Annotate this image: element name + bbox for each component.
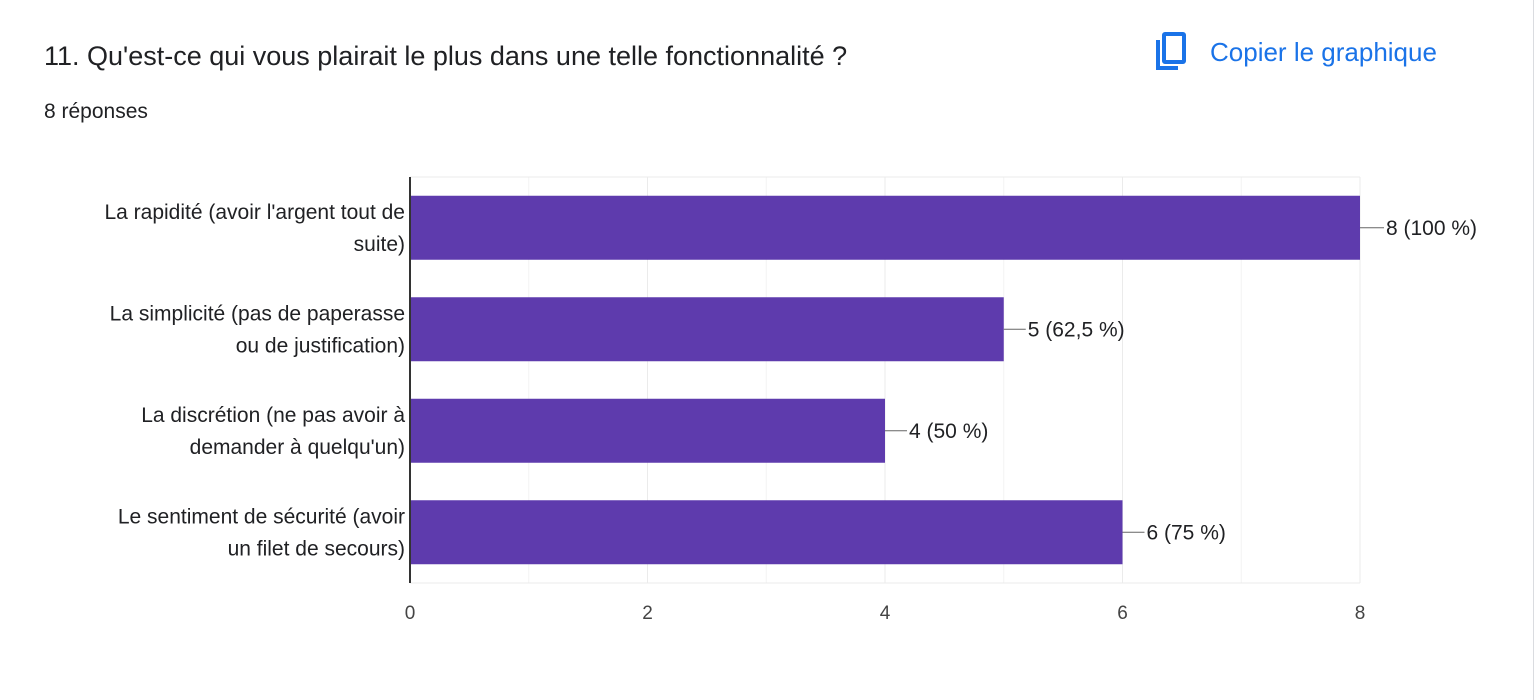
data-label: 5 (62,5 %): [1028, 318, 1125, 341]
data-label: 4 (50 %): [909, 420, 988, 443]
copy-icon: [1150, 32, 1186, 72]
bar-chart: 8 (100 %) La rapidité (avoir l'argent tou…: [104, 176, 1477, 624]
category-label: La rapidité (avoir l'argent tout de: [104, 201, 405, 224]
category-label: La simplicité (pas de paperasse: [110, 302, 405, 325]
bar: [410, 297, 1004, 362]
category-label: Le sentiment de sécurité (avoir: [118, 505, 405, 528]
bar: [410, 398, 885, 463]
x-tick-label: 4: [880, 603, 891, 624]
response-count: 8 réponses: [44, 100, 148, 123]
question-title: 11. Qu'est-ce qui vous plairait le plus …: [44, 41, 848, 71]
category-label: ou de justification): [236, 334, 405, 357]
copy-chart-button[interactable]: Copier le graphique: [1150, 30, 1437, 74]
bar: [410, 500, 1123, 565]
category-label: La discrétion (ne pas avoir à: [141, 404, 405, 427]
data-label: 8 (100 %): [1386, 217, 1477, 240]
x-tick-label: 8: [1355, 603, 1366, 624]
bar: [410, 195, 1360, 260]
category-label: demander à quelqu'un): [190, 436, 405, 459]
category-label: suite): [354, 233, 405, 256]
x-tick-label: 2: [642, 603, 653, 624]
data-label: 6 (75 %): [1147, 521, 1226, 544]
category-label: un filet de secours): [228, 537, 405, 560]
x-tick-label: 0: [405, 603, 416, 624]
copy-chart-label: Copier le graphique: [1210, 36, 1437, 67]
x-tick-label: 6: [1117, 603, 1128, 624]
